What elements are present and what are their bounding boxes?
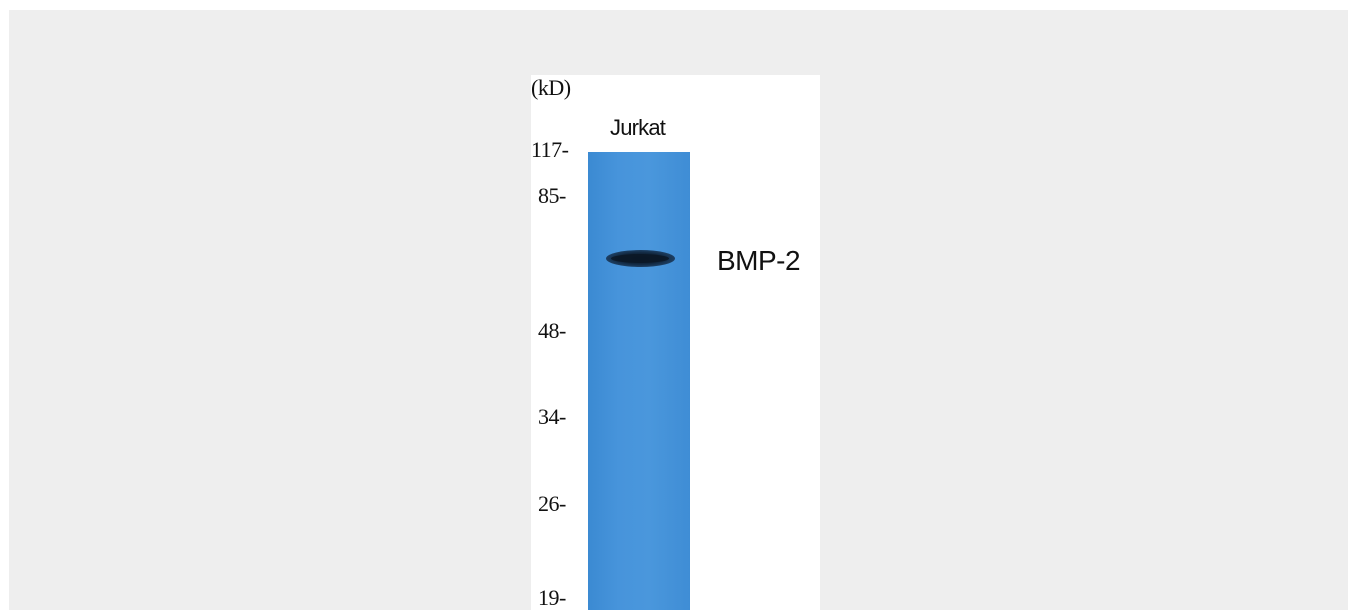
protein-band-core <box>611 254 669 263</box>
western-blot-panel: (kD) Jurkat 117- 85- 48- 34- 26- 19- BMP… <box>531 75 820 610</box>
target-protein-label: BMP-2 <box>717 245 801 276</box>
marker-85: 85- <box>538 183 566 208</box>
lane-label: Jurkat <box>610 115 666 140</box>
marker-48: 48- <box>538 318 566 343</box>
marker-34: 34- <box>538 404 566 429</box>
marker-26: 26- <box>538 491 566 516</box>
unit-label: (kD) <box>531 75 571 100</box>
marker-117: 117- <box>531 137 569 162</box>
blot-lane <box>588 152 690 610</box>
marker-19: 19- <box>538 585 566 610</box>
